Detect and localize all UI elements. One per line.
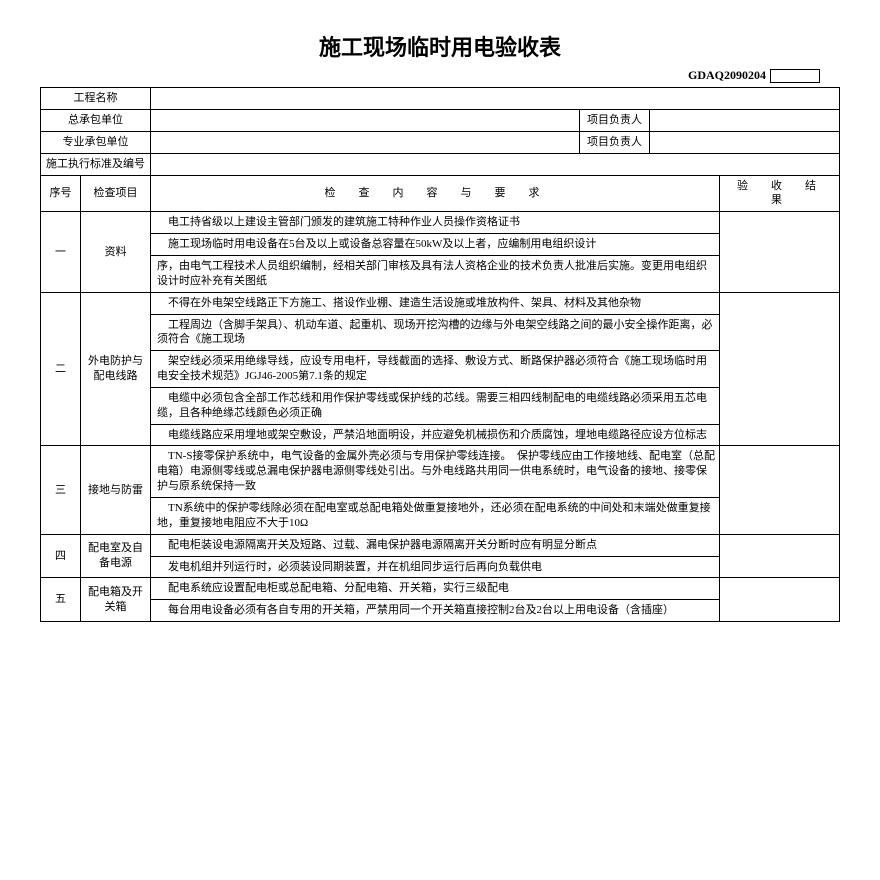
content-cell: 施工现场临时用电设备在5台及以上或设备总容量在50kW及以上者，应编制用电组织设… [151, 234, 720, 256]
seq-cell: 四 [41, 534, 81, 578]
content-cell: 不得在外电架空线路正下方施工、搭设作业棚、建造生活设施或堆放构件、架具、材料及其… [151, 292, 720, 314]
result-cell[interactable] [720, 578, 840, 622]
page-title: 施工现场临时用电验收表 [40, 30, 840, 62]
main-contractor-label: 总承包单位 [41, 110, 151, 132]
project-leader-value-1[interactable] [650, 110, 840, 132]
item-cell: 配电箱及开关箱 [81, 578, 151, 622]
col-result: 验 收 结 果 [720, 175, 840, 212]
form-code-row: GDAQ2090204 [40, 68, 840, 83]
result-cell[interactable] [720, 212, 840, 292]
content-cell: 架空线必须采用绝缘导线，应设专用电杆，导线截面的选择、敷设方式、断路保护器必须符… [151, 351, 720, 388]
col-content: 检 查 内 容 与 要 求 [151, 175, 720, 212]
table-row: 三接地与防雷 TN-S接零保护系统中，电气设备的金属外壳必须与专用保护零线连接。… [41, 446, 840, 498]
header-main-contractor-row: 总承包单位 项目负责人 [41, 110, 840, 132]
header-sub-contractor-row: 专业承包单位 项目负责人 [41, 131, 840, 153]
content-cell: 配电系统应设置配电柜或总配电箱、分配电箱、开关箱，实行三级配电 [151, 578, 720, 600]
table-row: 二外电防护与配电线路 不得在外电架空线路正下方施工、搭设作业棚、建造生活设施或堆… [41, 292, 840, 314]
col-item: 检查项目 [81, 175, 151, 212]
content-cell: TN系统中的保护零线除必须在配电室或总配电箱处做重复接地外，还必须在配电系统的中… [151, 497, 720, 534]
content-cell: 电缆线路应采用埋地或架空敷设，严禁沿地面明设，并应避免机械损伤和介质腐蚀，埋地电… [151, 424, 720, 446]
project-name-value[interactable] [151, 88, 840, 110]
form-code: GDAQ2090204 [688, 68, 766, 82]
project-name-label: 工程名称 [41, 88, 151, 110]
project-leader-value-2[interactable] [650, 131, 840, 153]
item-cell: 外电防护与配电线路 [81, 292, 151, 446]
seq-cell: 五 [41, 578, 81, 622]
header-project-row: 工程名称 [41, 88, 840, 110]
item-cell: 配电室及自备电源 [81, 534, 151, 578]
standard-label: 施工执行标准及编号 [41, 153, 151, 175]
standard-value[interactable] [151, 153, 840, 175]
acceptance-table: 工程名称 总承包单位 项目负责人 专业承包单位 项目负责人 施工执行标准及编号 … [40, 87, 840, 622]
sub-contractor-label: 专业承包单位 [41, 131, 151, 153]
item-cell: 资料 [81, 212, 151, 292]
table-row: 一资料 电工持省级以上建设主管部门颁发的建筑施工特种作业人员操作资格证书 [41, 212, 840, 234]
seq-cell: 三 [41, 446, 81, 534]
col-seq: 序号 [41, 175, 81, 212]
result-cell[interactable] [720, 292, 840, 446]
result-cell[interactable] [720, 534, 840, 578]
content-cell: 工程周边（含脚手架具）、机动车道、起重机、现场开挖沟槽的边缘与外电架空线路之间的… [151, 314, 720, 351]
table-row: 四配电室及自备电源 配电柜装设电源隔离开关及短路、过载、漏电保护器电源隔离开关分… [41, 534, 840, 556]
content-cell: TN-S接零保护系统中，电气设备的金属外壳必须与专用保护零线连接。 保护零线应由… [151, 446, 720, 498]
item-cell: 接地与防雷 [81, 446, 151, 534]
content-cell: 每台用电设备必须有各自专用的开关箱，严禁用同一个开关箱直接控制2台及2台以上用电… [151, 600, 720, 622]
content-cell: 电缆中必须包含全部工作芯线和用作保护零线或保护线的芯线。需要三相四线制配电的电缆… [151, 387, 720, 424]
seq-cell: 一 [41, 212, 81, 292]
column-header-row: 序号 检查项目 检 查 内 容 与 要 求 验 收 结 果 [41, 175, 840, 212]
result-cell[interactable] [720, 446, 840, 534]
header-standard-row: 施工执行标准及编号 [41, 153, 840, 175]
seq-cell: 二 [41, 292, 81, 446]
sub-contractor-value[interactable] [151, 131, 580, 153]
content-cell: 电工持省级以上建设主管部门颁发的建筑施工特种作业人员操作资格证书 [151, 212, 720, 234]
content-cell: 配电柜装设电源隔离开关及短路、过载、漏电保护器电源隔离开关分断时应有明显分断点 [151, 534, 720, 556]
project-leader-label-2: 项目负责人 [580, 131, 650, 153]
content-cell: 序，由电气工程技术人员组织编制，经相关部门审核及具有法人资格企业的技术负责人批准… [151, 256, 720, 293]
content-cell: 发电机组并列运行时，必须装设同期装置，并在机组同步运行后再向负载供电 [151, 556, 720, 578]
project-leader-label-1: 项目负责人 [580, 110, 650, 132]
code-box [770, 69, 820, 83]
main-contractor-value[interactable] [151, 110, 580, 132]
table-row: 五配电箱及开关箱 配电系统应设置配电柜或总配电箱、分配电箱、开关箱，实行三级配电 [41, 578, 840, 600]
